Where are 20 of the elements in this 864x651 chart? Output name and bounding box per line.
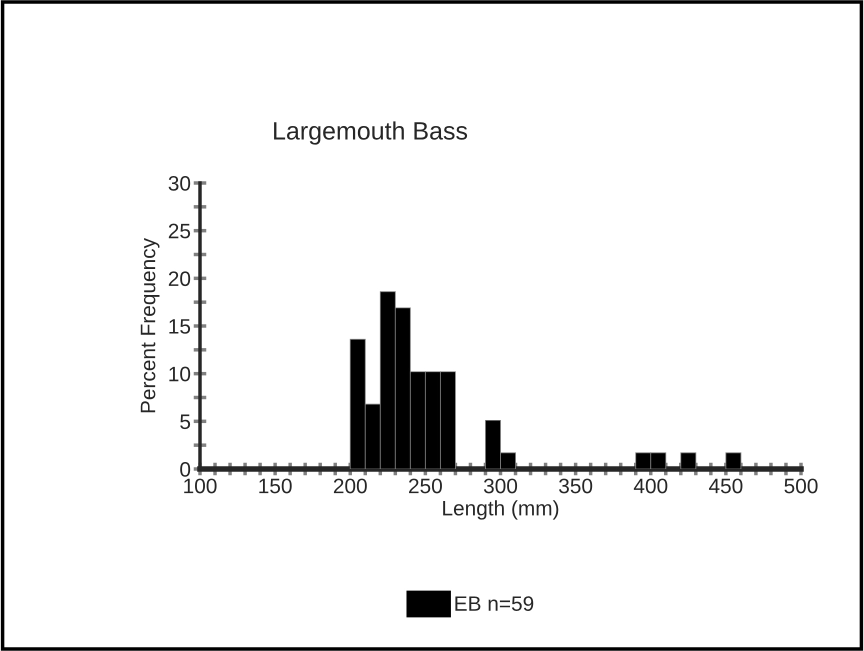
x-tick-label: 350	[559, 478, 592, 494]
y-tick-label: 25	[168, 224, 190, 238]
y-tick-label: 5	[180, 414, 190, 430]
x-tick-label: 450	[708, 478, 742, 494]
x-tick-label: 200	[334, 478, 367, 494]
x-axis-title: Length (mm)	[443, 500, 558, 520]
y-tick-label: 10	[169, 366, 190, 382]
chart-title: Largemouth Bass	[274, 121, 468, 145]
y-axis-title: Percent Frequency	[140, 238, 160, 412]
x-tick-label: 400	[634, 478, 668, 494]
x-tick-label: 500	[784, 478, 818, 494]
x-tick-label: 150	[259, 478, 292, 494]
legend-label: EB n=59	[455, 596, 534, 611]
x-tick-label: 250	[409, 478, 442, 494]
y-tick-label: 20	[168, 271, 190, 286]
y-tick-label: 0	[180, 462, 190, 477]
x-tick-label: 300	[484, 478, 518, 494]
y-tick-label: 30	[168, 176, 190, 191]
y-tick-label: 15	[169, 319, 190, 334]
x-tick-label: 100	[184, 478, 217, 494]
